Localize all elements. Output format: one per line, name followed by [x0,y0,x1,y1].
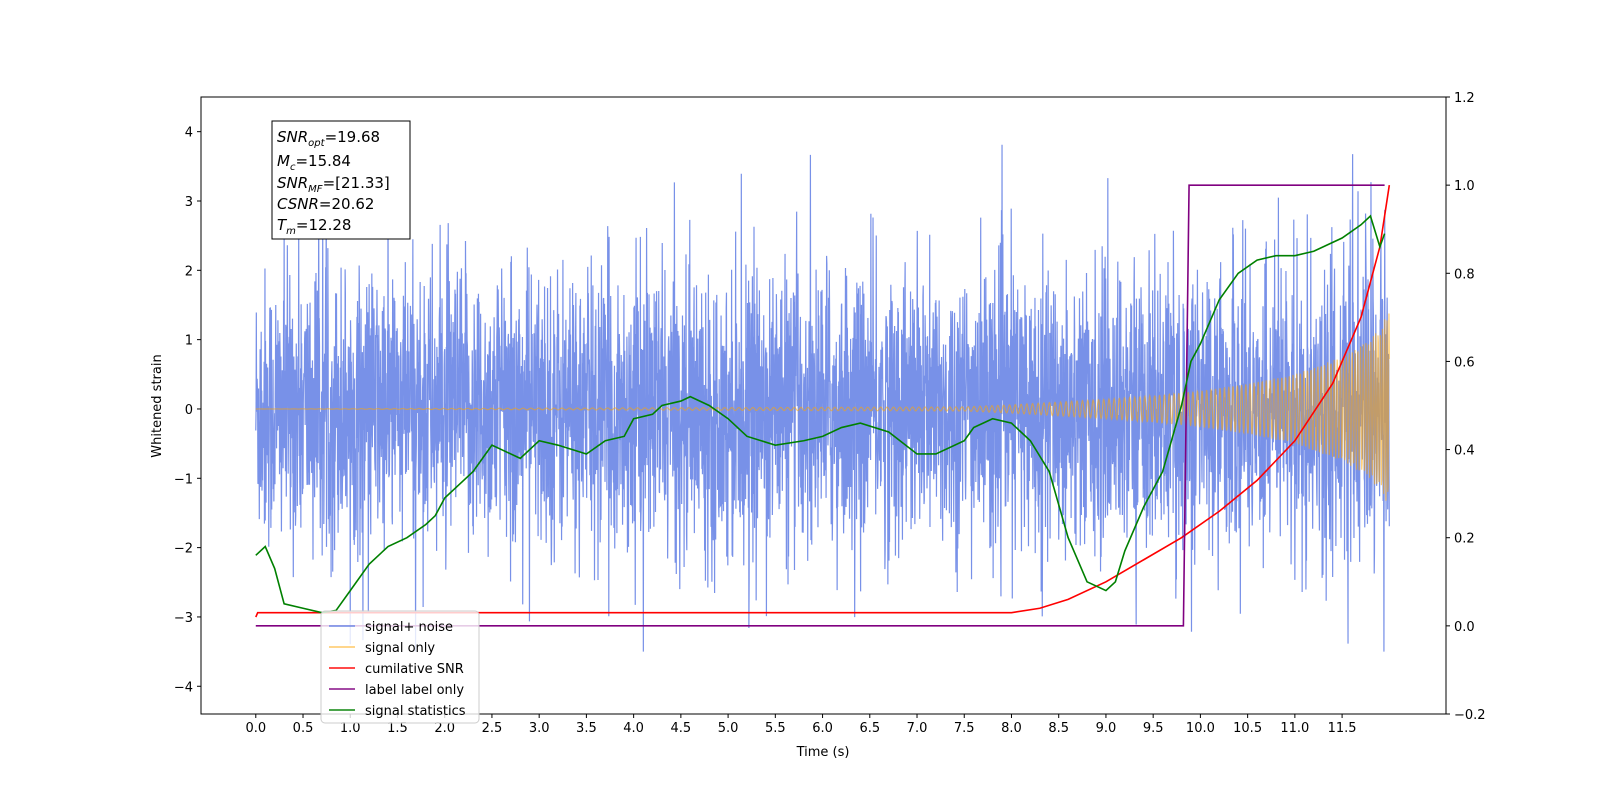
x-tick-label: 8.5 [1048,721,1069,736]
x-tick-label: 3.0 [529,721,550,736]
y-tick-label: −4 [174,680,193,695]
x-tick-label: 1.5 [387,721,408,736]
annotation-line: SNRMF=[21.33] [277,174,390,195]
y-right-tick-label: 0.0 [1454,620,1475,635]
x-tick-label: 4.0 [623,721,644,736]
legend-label: cumilative SNR [365,662,464,677]
legend-label: label [365,683,396,698]
x-tick-label: 9.0 [1096,721,1117,736]
x-tick-label: 0.5 [293,721,314,736]
x-tick-label: 4.5 [671,721,692,736]
x-tick-label: 2.0 [434,721,455,736]
y-tick-label: 1 [185,334,193,349]
plot-frame [200,96,1447,715]
y-right-tick-label: 1.2 [1454,91,1475,106]
legend-label: signal statistics [365,704,466,719]
series-signal-noise-line [255,144,1390,652]
x-tick-label: 5.5 [765,721,786,736]
y-tick-label: 2 [185,264,193,279]
stats-annotation-box: SNRopt=19.68 Mc=15.84SNRMF=[21.33]CSNR=20… [271,120,411,240]
y-tick-label: −1 [174,472,193,487]
y-right-tick-label: 0.2 [1454,532,1475,547]
annotation-line: Mc=15.84 [277,152,351,173]
x-tick-label: 2.5 [482,721,503,736]
y-right-tick-label: 0.8 [1454,267,1475,282]
legend: label only signal+ noise signal only cumil… [320,610,480,724]
annotation-line: SNRopt=19.68 [277,128,380,149]
x-tick-label: 11.0 [1280,721,1309,736]
series-signal-statisticsline [255,214,1386,614]
x-tick-label: 5.0 [718,721,739,736]
y-right-tick-label: 0.4 [1454,444,1475,459]
y-tick-label: 3 [185,195,193,210]
legend-hidden-label: label only [401,683,464,698]
legend-label: signal only [365,641,435,656]
x-tick-label: 3.5 [576,721,597,736]
x-tick-label: 8.0 [1001,721,1022,736]
x-tick-label: 7.0 [907,721,928,736]
x-tick-label: 9.5 [1143,721,1164,736]
y-axis-label: Whitened strain [150,354,165,457]
y-right-tick-label: 1.0 [1454,179,1475,194]
x-tick-label: 6.0 [812,721,833,736]
y-tick-label: −2 [174,542,193,557]
y-tick-label: 0 [185,403,193,418]
y-tick-label: −3 [174,611,193,626]
legend-label: signal+ noise [365,620,453,635]
x-axis-label: Time (s) [796,745,850,760]
series-cumilative-snrline [255,185,1391,618]
x-tick-label: 6.5 [859,721,880,736]
x-tick-label: 1.0 [340,721,361,736]
y-right-tick-label: 0.6 [1454,355,1475,370]
x-tick-label: 0.0 [245,721,266,736]
series-signal-only-line [255,313,1390,501]
x-tick-label: 10.5 [1233,721,1262,736]
x-tick-label: 7.5 [954,721,975,736]
x-tick-label: 10.0 [1186,721,1215,736]
x-tick-label: 11.5 [1328,721,1357,736]
y-right-tick-label: −0.2 [1454,708,1486,723]
y-tick-label: 4 [185,126,193,141]
annotation-line: CSNR=20.62 [277,195,374,213]
series-labelline [255,184,1385,627]
annotation-line: Tm=12.28 [277,216,351,237]
